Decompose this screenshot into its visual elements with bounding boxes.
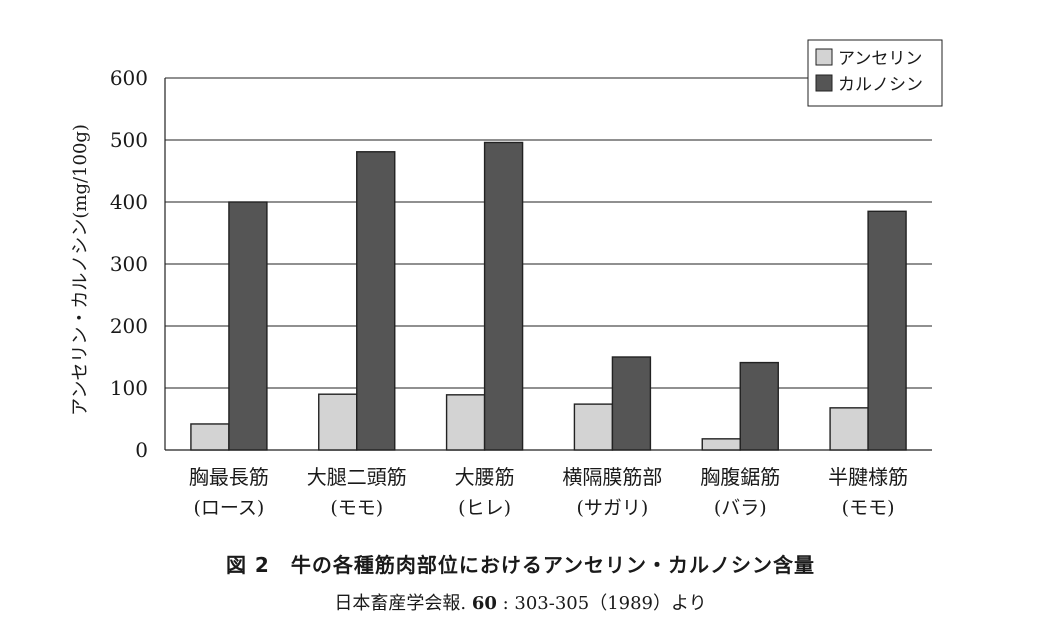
x-tick-label: 横隔膜筋部 <box>562 465 662 489</box>
x-tick-label: 胸最長筋 <box>189 465 269 489</box>
bar-anserine <box>318 393 358 451</box>
y-tick-label: 400 <box>110 190 148 214</box>
x-tick-label: 大腿二頭筋 <box>307 465 407 489</box>
legend-label: アンセリン <box>838 49 922 69</box>
legend-swatch <box>815 74 833 92</box>
x-tick-label: 半腱様筋 <box>828 465 908 489</box>
x-tick-sublabel: (ロース) <box>193 497 264 519</box>
bar-carnosine <box>611 356 652 451</box>
y-tick-label: 100 <box>110 376 148 400</box>
legend-label: カルノシン <box>838 75 923 95</box>
source-volume: 60 <box>471 593 497 614</box>
x-tick-sublabel: (モモ) <box>330 497 383 519</box>
source-suffix: : 303-305（1989）より <box>502 593 707 614</box>
bar-carnosine <box>228 201 268 451</box>
source-prefix: 日本畜産学会報. <box>334 593 467 614</box>
y-tick-label: 0 <box>135 438 148 462</box>
bar-chart: 0 100 200 300 400 500 600 アンセリン・カルノシン(mg/100g) 胸… <box>70 39 943 519</box>
bar-anserine <box>190 423 230 451</box>
bar-carnosine <box>739 361 779 451</box>
y-axis-title: アンセリン・カルノシン(mg/100g) <box>70 124 91 416</box>
y-tick-label: 200 <box>110 314 148 338</box>
bar-anserine <box>445 394 486 451</box>
figure-caption: 図 2 牛の各種筋肉部位におけるアンセリン・カルノシン含量 <box>225 553 816 577</box>
x-tick-sublabel: (ヒレ) <box>458 497 511 519</box>
x-tick-sublabel: (バラ) <box>714 497 767 519</box>
legend-swatch <box>815 48 833 66</box>
figure-source: 日本畜産学会報. 60 : 303-305（1989）より <box>0 589 1041 615</box>
bar-anserine <box>573 403 614 451</box>
y-tick-label: 300 <box>110 252 148 276</box>
bar-carnosine <box>483 141 524 451</box>
bar-anserine <box>701 438 741 451</box>
x-tick-sublabel: (サガリ) <box>577 497 649 519</box>
x-tick-sublabel: (モモ) <box>842 497 895 519</box>
y-tick-label: 600 <box>110 66 148 90</box>
bar-anserine <box>829 407 869 451</box>
x-tick-label: 大腰筋 <box>455 465 515 489</box>
bar-carnosine <box>356 151 396 451</box>
bar-carnosine <box>867 210 907 451</box>
legend-box <box>807 39 943 107</box>
x-tick-label: 胸腹鋸筋 <box>700 465 780 489</box>
y-tick-label: 500 <box>110 128 148 152</box>
